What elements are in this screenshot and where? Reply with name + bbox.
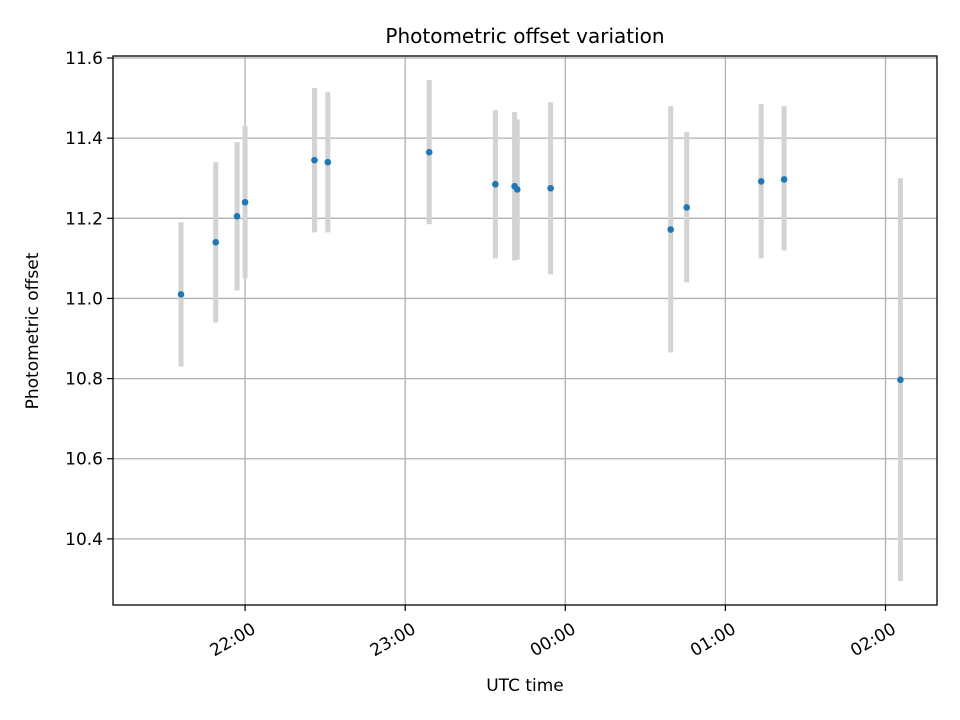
y-tick-label: 11.4 [65, 129, 103, 149]
y-tick-label: 10.6 [65, 450, 103, 470]
data-point [897, 376, 904, 384]
data-point [233, 212, 241, 220]
y-tick-label: 10.4 [65, 530, 103, 550]
data-point [425, 148, 433, 156]
data-point [177, 291, 185, 298]
data-point [492, 180, 499, 188]
y-tick-label: 11.2 [65, 209, 103, 229]
data-point [757, 178, 765, 185]
grid [113, 56, 937, 605]
data-point [667, 226, 674, 233]
y-tick-label: 11.6 [65, 49, 103, 69]
data-points [177, 148, 904, 384]
y-tick-label: 11.0 [65, 289, 103, 309]
data-point [547, 184, 554, 192]
x-axis-label: UTC time [486, 676, 564, 696]
data-point [241, 198, 249, 206]
chart-title: Photometric offset variation [385, 24, 664, 48]
data-point [324, 158, 332, 166]
y-tick-label: 10.8 [65, 370, 103, 390]
data-point [513, 186, 521, 193]
y-axis-label: Photometric offset [23, 252, 43, 409]
data-point [311, 156, 318, 164]
data-point [780, 176, 788, 183]
data-point [212, 239, 220, 246]
data-point [683, 204, 691, 211]
plot-frame [112, 55, 938, 606]
